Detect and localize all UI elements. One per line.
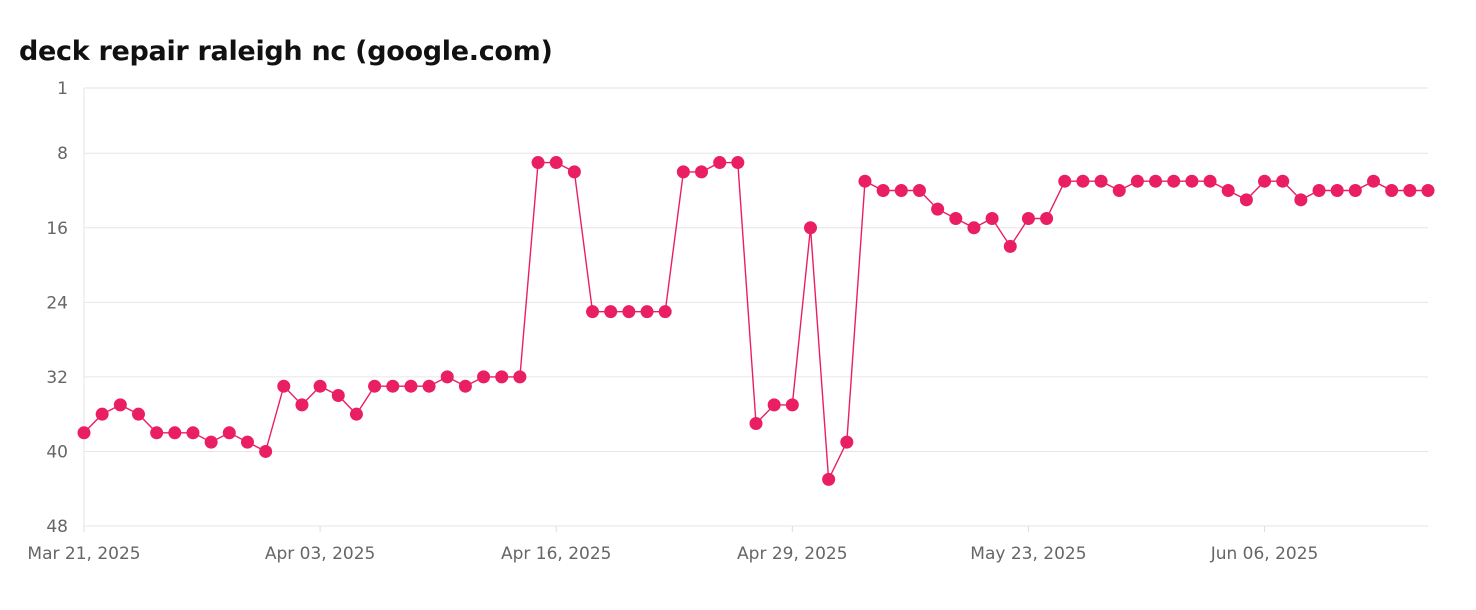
data-point[interactable] xyxy=(386,379,400,393)
data-point[interactable] xyxy=(259,444,273,458)
data-point[interactable] xyxy=(531,156,545,170)
y-tick-label: 48 xyxy=(46,517,68,537)
data-point[interactable] xyxy=(1094,174,1108,188)
data-point[interactable] xyxy=(313,379,327,393)
data-point[interactable] xyxy=(985,211,999,225)
data-point[interactable] xyxy=(640,305,654,319)
data-point[interactable] xyxy=(1385,184,1399,198)
y-tick-label: 24 xyxy=(46,293,68,313)
data-point[interactable] xyxy=(949,211,963,225)
data-point[interactable] xyxy=(604,305,618,319)
data-point[interactable] xyxy=(1367,174,1381,188)
data-point[interactable] xyxy=(1312,184,1326,198)
data-point[interactable] xyxy=(894,184,908,198)
data-point[interactable] xyxy=(1403,184,1417,198)
data-point[interactable] xyxy=(622,305,636,319)
data-point[interactable] xyxy=(658,305,672,319)
y-tick-label: 32 xyxy=(46,368,68,388)
series-line-group xyxy=(83,161,1428,483)
data-point[interactable] xyxy=(1112,184,1126,198)
data-point[interactable] xyxy=(1348,184,1362,198)
data-point[interactable] xyxy=(404,379,418,393)
grid-lines xyxy=(83,87,1428,527)
data-point[interactable] xyxy=(1221,184,1235,198)
y-tick-label: 16 xyxy=(46,219,68,239)
data-point[interactable] xyxy=(513,370,527,384)
data-point[interactable] xyxy=(1167,174,1181,188)
data-point[interactable] xyxy=(477,370,491,384)
data-point[interactable] xyxy=(858,174,872,188)
data-point[interactable] xyxy=(876,184,890,198)
data-point[interactable] xyxy=(1421,184,1435,198)
data-point[interactable] xyxy=(967,221,981,235)
data-point[interactable] xyxy=(1058,174,1072,188)
data-point[interactable] xyxy=(931,202,945,216)
x-tick-label: Mar 21, 2025 xyxy=(27,544,140,564)
y-tick-label: 40 xyxy=(46,442,68,462)
data-point[interactable] xyxy=(458,379,472,393)
data-point[interactable] xyxy=(1294,193,1308,207)
x-tick-label: Apr 29, 2025 xyxy=(737,544,848,564)
data-point[interactable] xyxy=(1076,174,1090,188)
data-point[interactable] xyxy=(840,435,854,449)
data-point[interactable] xyxy=(586,305,600,319)
data-point[interactable] xyxy=(803,221,817,235)
data-point[interactable] xyxy=(1203,174,1217,188)
data-point[interactable] xyxy=(331,389,345,403)
data-point[interactable] xyxy=(186,426,200,440)
data-point[interactable] xyxy=(713,156,727,170)
data-point[interactable] xyxy=(749,416,763,430)
series-points xyxy=(77,156,1435,486)
data-point[interactable] xyxy=(695,165,709,179)
series-line xyxy=(83,161,1428,483)
data-point[interactable] xyxy=(113,398,127,412)
data-point[interactable] xyxy=(1330,184,1344,198)
data-point[interactable] xyxy=(676,165,690,179)
data-point[interactable] xyxy=(277,379,291,393)
x-tick-label: May 23, 2025 xyxy=(970,544,1086,564)
data-point[interactable] xyxy=(1185,174,1199,188)
data-point[interactable] xyxy=(368,379,382,393)
x-tick-label: Apr 03, 2025 xyxy=(265,544,376,564)
data-point[interactable] xyxy=(1149,174,1163,188)
x-axis-ticks: Mar 21, 2025 Apr 03, 2025 Apr 16, 2025 Apr … xyxy=(27,526,1318,564)
chart-title: deck repair raleigh nc (google.com) xyxy=(19,36,553,67)
x-tick-label: Apr 16, 2025 xyxy=(501,544,612,564)
data-point[interactable] xyxy=(549,156,563,170)
data-point[interactable] xyxy=(422,379,436,393)
data-point[interactable] xyxy=(168,426,182,440)
y-tick-label: 8 xyxy=(57,144,68,164)
data-point[interactable] xyxy=(567,165,581,179)
data-point[interactable] xyxy=(295,398,309,412)
data-point[interactable] xyxy=(822,472,836,486)
data-point[interactable] xyxy=(1040,211,1054,225)
y-tick-label: 1 xyxy=(57,79,68,99)
data-point[interactable] xyxy=(222,426,236,440)
data-point[interactable] xyxy=(150,426,164,440)
data-point[interactable] xyxy=(495,370,509,384)
data-point[interactable] xyxy=(1276,174,1290,188)
data-point[interactable] xyxy=(912,184,926,198)
data-point[interactable] xyxy=(131,407,145,421)
data-point[interactable] xyxy=(1003,239,1017,253)
data-point[interactable] xyxy=(1239,193,1253,207)
data-point[interactable] xyxy=(240,435,254,449)
data-point[interactable] xyxy=(440,370,454,384)
data-point[interactable] xyxy=(1021,211,1035,225)
data-point[interactable] xyxy=(767,398,781,412)
data-point[interactable] xyxy=(95,407,109,421)
y-axis-ticks: 1 8 16 24 32 40 48 xyxy=(46,79,68,537)
data-point[interactable] xyxy=(1130,174,1144,188)
data-point[interactable] xyxy=(785,398,799,412)
data-point[interactable] xyxy=(731,156,745,170)
data-point[interactable] xyxy=(204,435,218,449)
data-point[interactable] xyxy=(349,407,363,421)
data-point[interactable] xyxy=(77,426,91,440)
x-tick-label: Jun 06, 2025 xyxy=(1210,544,1319,564)
data-point[interactable] xyxy=(1258,174,1272,188)
